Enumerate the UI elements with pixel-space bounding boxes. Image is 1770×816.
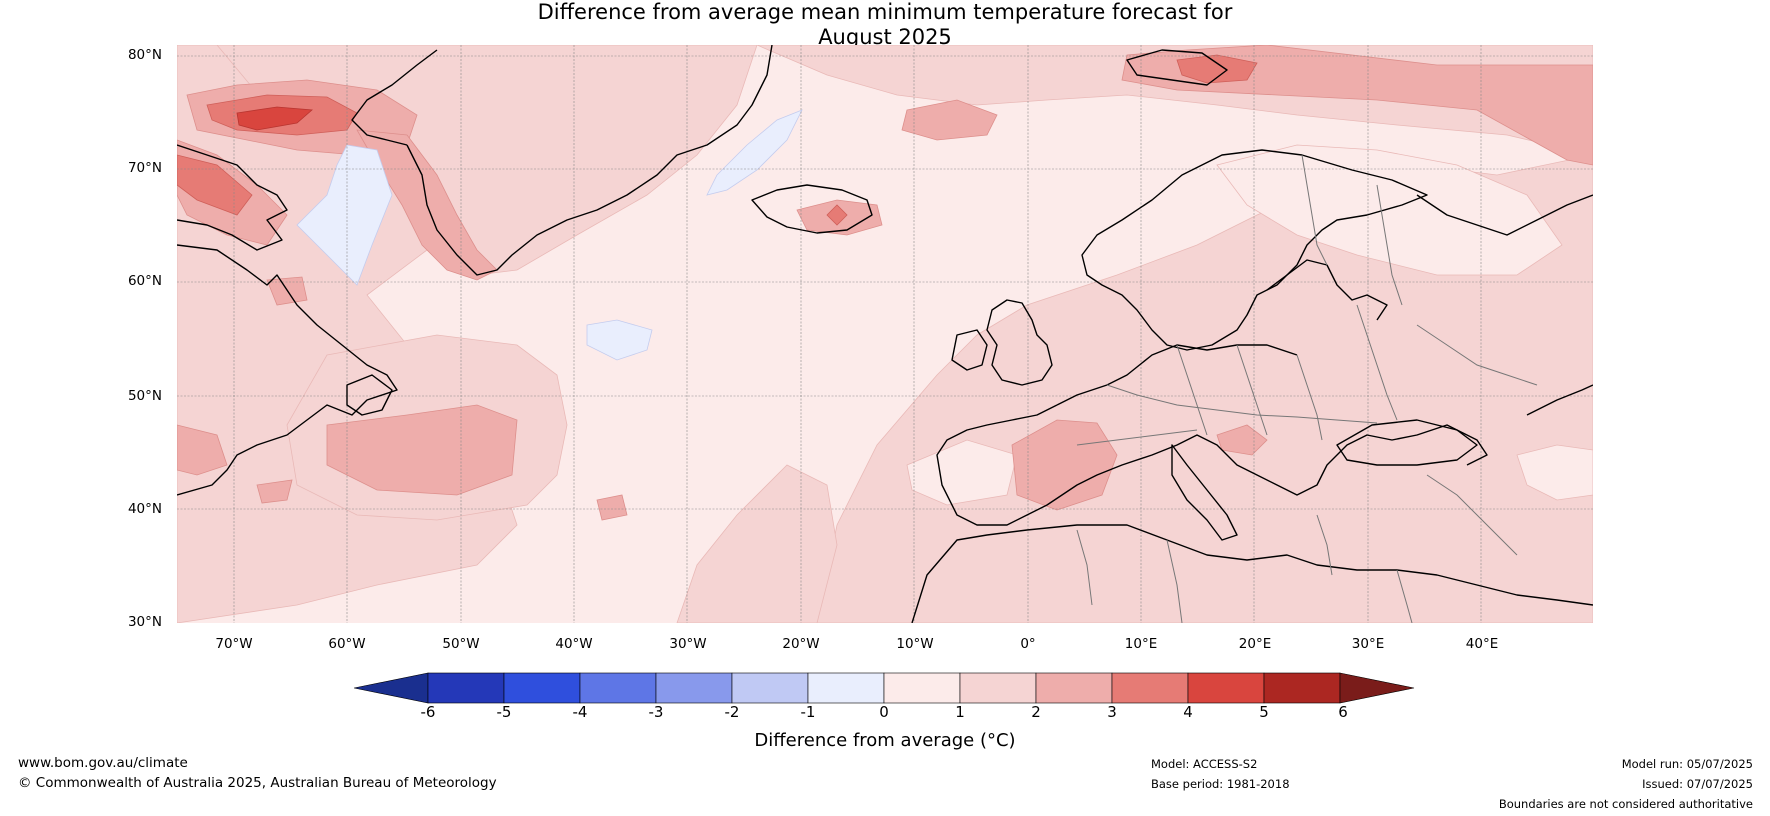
colorbar-cell xyxy=(655,672,733,704)
colorbar-tick: 4 xyxy=(1183,703,1193,721)
colorbar-tick: -5 xyxy=(496,703,512,721)
colorbar-tick: 1 xyxy=(955,703,965,721)
colorbar-cell xyxy=(959,672,1037,704)
colorbar-tick: -2 xyxy=(724,703,740,721)
lon-label-70w: 70°W xyxy=(215,636,253,652)
colorbar-low-extend xyxy=(354,672,429,704)
lon-label-30w: 30°W xyxy=(669,636,707,652)
base-period-text: Base period: 1981-2018 xyxy=(1151,777,1290,791)
colorbar-tick: 2 xyxy=(1031,703,1041,721)
lat-label-80n: 80°N xyxy=(127,47,162,63)
lon-label-10e: 10°E xyxy=(1124,636,1158,652)
lon-label-40w: 40°W xyxy=(555,636,593,652)
colorbar-tick: -4 xyxy=(572,703,588,721)
colorbar-cell xyxy=(579,672,657,704)
lon-label-20w: 20°W xyxy=(782,636,820,652)
colorbar-tick: 6 xyxy=(1338,703,1348,721)
coastlines xyxy=(177,45,1593,623)
colorbar-cell xyxy=(883,672,961,704)
colorbar-cells xyxy=(354,672,1415,704)
title-line-1: Difference from average mean minimum tem… xyxy=(537,0,1233,24)
lat-label-40n: 40°N xyxy=(127,501,162,517)
disclaimer-text: Boundaries are not considered authoritat… xyxy=(1498,797,1753,811)
colorbar-cell xyxy=(1035,672,1113,704)
lon-label-0: 0° xyxy=(1020,636,1036,652)
colorbar-tick: 3 xyxy=(1107,703,1117,721)
colorbar xyxy=(354,672,1415,704)
colorbar-cell xyxy=(503,672,581,704)
lon-label-10w: 10°W xyxy=(896,636,934,652)
colorbar-cell xyxy=(1111,672,1189,704)
copyright-text: © Commonwealth of Australia 2025, Austra… xyxy=(18,775,497,791)
colorbar-high-extend xyxy=(1339,672,1415,704)
lat-label-30n: 30°N xyxy=(127,614,162,630)
map-title: Difference from average mean minimum tem… xyxy=(0,0,1770,50)
colorbar-cell xyxy=(807,672,885,704)
colorbar-label: Difference from average (°C) xyxy=(754,730,1016,751)
lon-label-20e: 20°E xyxy=(1238,636,1272,652)
colorbar-cell xyxy=(427,672,505,704)
lat-label-60n: 60°N xyxy=(127,273,162,289)
graticule xyxy=(177,45,1593,623)
colorbar-tick: 5 xyxy=(1259,703,1269,721)
website-text: www.bom.gov.au/climate xyxy=(18,755,188,771)
model-text: Model: ACCESS-S2 xyxy=(1151,757,1258,771)
colorbar-tick: 0 xyxy=(879,703,889,721)
colorbar-tick: -1 xyxy=(800,703,816,721)
colorbar-cell xyxy=(731,672,809,704)
lon-label-30e: 30°E xyxy=(1351,636,1385,652)
lat-label-70n: 70°N xyxy=(127,160,162,176)
anomaly-below-0-patches xyxy=(296,109,803,361)
colorbar-tick: -3 xyxy=(648,703,664,721)
issued-text: Issued: 07/07/2025 xyxy=(1642,777,1753,791)
anomaly-4-5-field xyxy=(236,106,313,131)
colorbar-tick: -6 xyxy=(420,703,436,721)
colorbar-cell xyxy=(1187,672,1265,704)
anomaly-0-1-patches xyxy=(906,144,1593,506)
lat-label-50n: 50°N xyxy=(127,388,162,404)
country-borders xyxy=(1076,154,1538,623)
lon-label-50w: 50°W xyxy=(442,636,480,652)
model-run-text: Model run: 05/07/2025 xyxy=(1621,757,1753,771)
forecast-map xyxy=(177,45,1593,623)
lon-label-60w: 60°W xyxy=(328,636,366,652)
colorbar-cell xyxy=(1263,672,1341,704)
lon-label-40e: 40°E xyxy=(1465,636,1499,652)
